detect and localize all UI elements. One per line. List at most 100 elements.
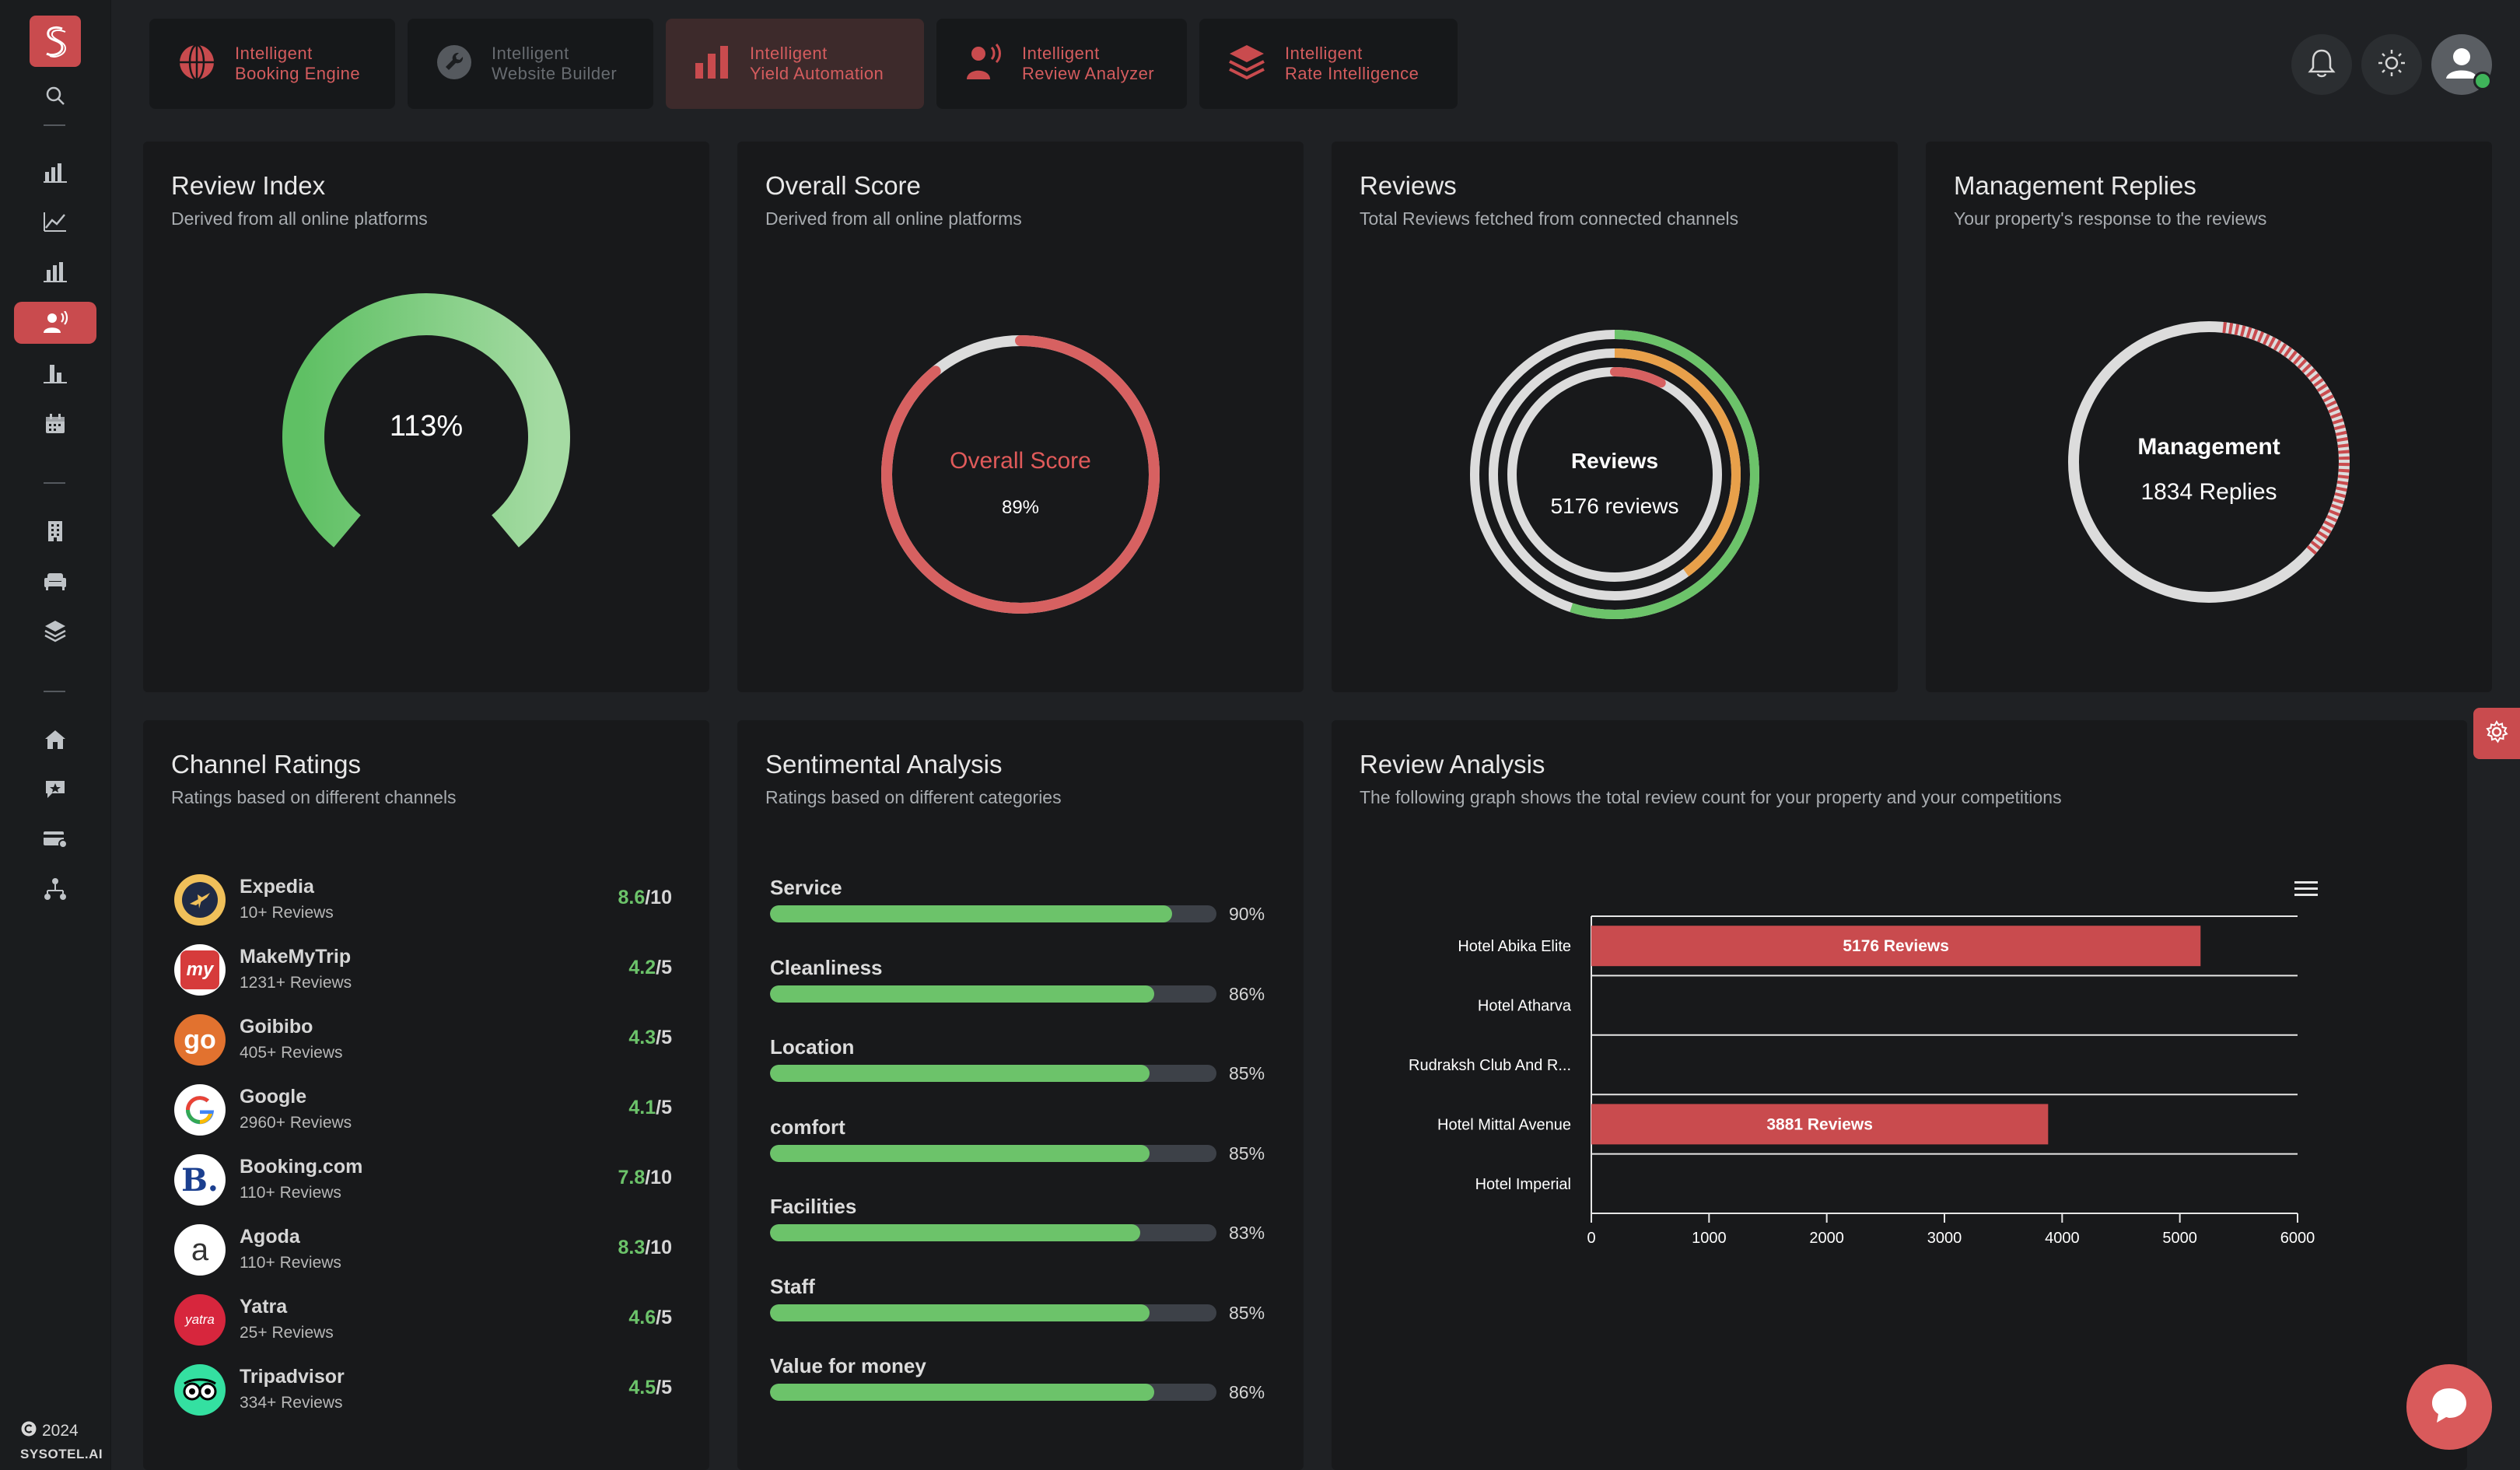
brand-name: SYSOTEL.AI <box>20 1447 103 1461</box>
channel-count: 110+ Reviews <box>240 1184 341 1202</box>
tab-line1: Intelligent <box>235 44 313 63</box>
x-tick-label: 4000 <box>2045 1230 2080 1247</box>
copyright-year: 2024 <box>42 1422 79 1440</box>
reviews-rings: Reviews 5176 reviews <box>1470 330 1759 619</box>
sentiment-row: Facilities 83% <box>770 1195 1268 1257</box>
channel-row-booking[interactable]: B. Booking.com 110+ Reviews 7.8/10 <box>174 1154 672 1224</box>
sentiment-row: Service 90% <box>770 876 1268 938</box>
category-label: Hotel Imperial <box>1475 1176 1571 1193</box>
card-title: Review Index <box>171 171 326 200</box>
line-chart-icon[interactable] <box>14 201 96 243</box>
review-analyzer-icon[interactable] <box>14 302 96 344</box>
review-index-card: Review Index Derived from all online pla… <box>143 142 709 692</box>
sentiment-percent: 86% <box>1229 983 1265 1004</box>
channel-row-google[interactable]: Google 2960+ Reviews 4.1/5 <box>174 1084 672 1154</box>
sentiment-track <box>770 1384 1216 1401</box>
chart-menu-icon[interactable] <box>2294 880 2318 901</box>
reviews-card: Reviews Total Reviews fetched from conne… <box>1332 142 1898 692</box>
card-subtitle: Derived from all online platforms <box>765 208 1022 229</box>
settings-tab[interactable] <box>2473 708 2520 759</box>
column-chart-icon[interactable] <box>14 352 96 394</box>
score-label: Overall Score <box>950 448 1091 474</box>
user-avatar-button[interactable] <box>2431 34 2492 95</box>
bar-chart-small-icon[interactable] <box>14 250 96 292</box>
channel-row-agoda[interactable]: a Agoda 110+ Reviews 8.3/10 <box>174 1224 672 1294</box>
sentiment-fill <box>770 985 1154 1003</box>
card-title: Review Analysis <box>1360 750 1545 779</box>
tab-yield-automation[interactable]: Intelligent Yield Automation <box>666 19 924 109</box>
channel-ratings-card: Channel Ratings Ratings based on differe… <box>143 720 709 1470</box>
tab-line2: Website Builder <box>492 64 618 83</box>
category-label: Hotel Mittal Avenue <box>1437 1116 1571 1133</box>
network-icon[interactable] <box>14 868 96 910</box>
building-icon[interactable] <box>14 510 96 552</box>
card-title: Management Replies <box>1954 171 2196 200</box>
sentiment-percent: 85% <box>1229 1302 1265 1323</box>
score-arc <box>881 335 1160 614</box>
channel-row-expedia[interactable]: Expedia 10+ Reviews 8.6/10 <box>174 874 672 944</box>
sysotel-logo[interactable] <box>30 16 81 67</box>
layers-icon <box>1227 43 1266 86</box>
tab-review-analyzer[interactable]: Intelligent Review Analyzer <box>936 19 1187 109</box>
notification-button[interactable] <box>2291 34 2352 95</box>
score-scale: /5 <box>656 1027 672 1048</box>
tab-line2: Review Analyzer <box>1022 64 1155 83</box>
copyright-icon <box>20 1420 37 1442</box>
chat-button[interactable] <box>2406 1364 2492 1450</box>
tab-line1: Intelligent <box>750 44 828 63</box>
avatar-icon <box>2438 40 2485 90</box>
credit-card-icon[interactable] <box>14 818 96 860</box>
channel-count: 25+ Reviews <box>240 1324 334 1342</box>
channel-row-makemytrip[interactable]: my MakeMyTrip 1231+ Reviews 4.2/5 <box>174 944 672 1014</box>
search-icon[interactable] <box>14 75 96 117</box>
bar-chart-icon[interactable] <box>14 151 96 193</box>
score-value: 8.6 <box>618 887 646 908</box>
house-icon[interactable] <box>14 719 96 761</box>
goibibo-logo: go <box>174 1014 226 1066</box>
bell-icon <box>2307 47 2336 82</box>
sentiment-percent: 90% <box>1229 904 1265 924</box>
score-value: 4.3 <box>628 1027 656 1048</box>
sentiment-track <box>770 1065 1216 1082</box>
tab-rate-intelligence[interactable]: Intelligent Rate Intelligence <box>1199 19 1458 109</box>
sentiment-row: Value for money 86% <box>770 1354 1268 1416</box>
review-index-gauge: 113% <box>282 293 570 548</box>
channel-row-tripadvisor[interactable]: Tripadvisor 334+ Reviews 4.5/5 <box>174 1364 672 1434</box>
tab-booking-engine[interactable]: Intelligent Booking Engine <box>149 19 395 109</box>
reviews-ring-middle-arc <box>1489 348 1741 600</box>
sentiment-track <box>770 1304 1216 1321</box>
score-value: 4.1 <box>628 1097 656 1118</box>
category-label: Rudraksh Club And R... <box>1409 1057 1571 1074</box>
online-status-dot <box>2473 72 2492 90</box>
x-tick-label: 0 <box>1587 1230 1595 1247</box>
channel-row-yatra[interactable]: yatra Yatra 25+ Reviews 4.6/5 <box>174 1294 672 1364</box>
card-subtitle: Ratings based on different channels <box>171 787 457 807</box>
tab-website-builder[interactable]: Intelligent Website Builder <box>408 19 653 109</box>
channel-row-goibibo[interactable]: go Goibibo 405+ Reviews 4.3/5 <box>174 1014 672 1084</box>
calendar-icon[interactable] <box>14 403 96 445</box>
sentiment-label: comfort <box>770 1115 845 1139</box>
x-tick-label: 6000 <box>2280 1230 2315 1247</box>
sidebar-divider <box>44 482 65 484</box>
theme-toggle-button[interactable] <box>2361 34 2422 95</box>
message-star-icon[interactable] <box>14 768 96 810</box>
sidebar-divider <box>44 691 65 692</box>
reviews-center-title: Reviews <box>1571 449 1658 473</box>
x-tick-label: 5000 <box>2162 1230 2197 1247</box>
sentiment-percent: 85% <box>1229 1143 1265 1164</box>
score-scale: /5 <box>656 1097 672 1118</box>
sentiment-label: Cleanliness <box>770 955 883 979</box>
replies-track <box>2068 321 2350 603</box>
tab-line2: Booking Engine <box>235 64 361 83</box>
score-scale: /5 <box>656 1307 672 1328</box>
layers-icon[interactable] <box>14 610 96 652</box>
card-title: Channel Ratings <box>171 750 361 779</box>
channel-score: 4.2/5 <box>628 957 672 979</box>
channel-name: Expedia <box>240 876 314 898</box>
sofa-icon[interactable] <box>14 560 96 602</box>
agoda-logo: a <box>174 1224 226 1276</box>
sidebar: 2024 SYSOTEL.AI <box>0 0 111 1470</box>
channel-score: 4.5/5 <box>628 1377 672 1399</box>
channel-score: 4.1/5 <box>628 1097 672 1119</box>
makemytrip-logo: my <box>174 944 226 996</box>
